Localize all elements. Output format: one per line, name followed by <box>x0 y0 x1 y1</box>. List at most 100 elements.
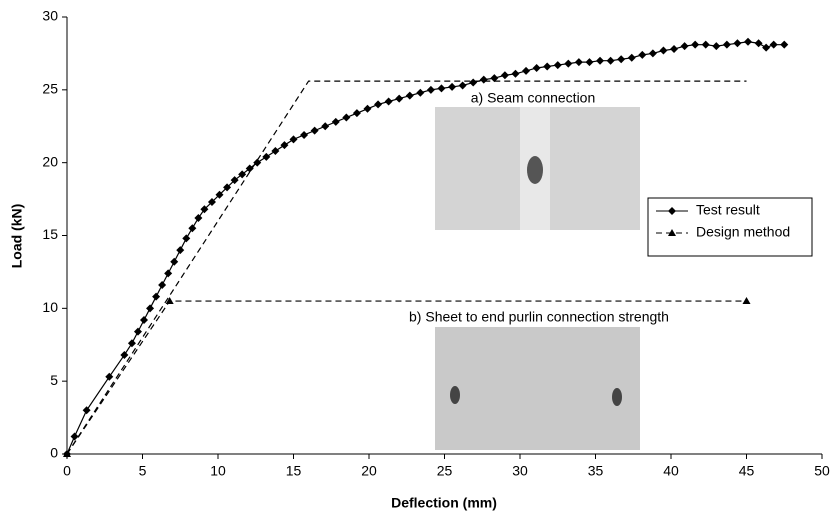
point-marker <box>448 82 457 91</box>
y-tick-label: 15 <box>42 226 58 242</box>
point-marker <box>511 69 520 78</box>
y-tick-label: 25 <box>42 81 58 97</box>
point-marker <box>280 141 289 150</box>
point-marker <box>532 63 541 72</box>
point-marker <box>416 88 425 97</box>
point-marker <box>331 117 340 126</box>
point-marker <box>215 190 224 199</box>
point-marker <box>722 40 731 49</box>
point-marker <box>146 304 155 313</box>
point-marker <box>500 71 509 80</box>
point-marker <box>253 158 262 167</box>
x-tick-label: 50 <box>814 463 830 479</box>
point-marker <box>271 147 280 156</box>
point-marker <box>120 350 129 359</box>
point-marker <box>479 75 488 84</box>
point-marker <box>188 224 197 233</box>
point-marker <box>437 84 446 93</box>
x-tick-label: 0 <box>63 463 71 479</box>
point-marker <box>701 40 710 49</box>
point-marker <box>194 214 203 223</box>
point-marker <box>238 170 247 179</box>
x-tick-label: 25 <box>437 463 453 479</box>
y-tick-label: 5 <box>50 372 58 388</box>
annotation: b) Sheet to end purlin connection streng… <box>409 309 669 325</box>
point-marker <box>133 327 142 336</box>
point-marker <box>648 49 657 58</box>
point-marker <box>469 78 478 87</box>
point-marker <box>744 37 753 46</box>
point-marker <box>553 61 562 70</box>
point-marker <box>606 56 615 65</box>
point-marker <box>207 197 216 206</box>
series-line <box>66 80 747 455</box>
legend-label: Design method <box>696 224 790 240</box>
point-marker <box>289 135 298 144</box>
y-tick-label: 20 <box>42 153 58 169</box>
x-tick-label: 40 <box>663 463 679 479</box>
point-marker <box>670 45 679 54</box>
point-marker <box>780 40 789 49</box>
x-tick-label: 30 <box>512 463 528 479</box>
point-marker <box>245 164 254 173</box>
point-marker <box>742 297 751 305</box>
point-marker <box>543 62 552 71</box>
point-marker <box>321 122 330 131</box>
photo-fastener <box>527 156 543 184</box>
point-marker <box>680 42 689 51</box>
point-marker <box>170 257 179 266</box>
point-marker <box>363 104 372 113</box>
point-marker <box>384 97 393 106</box>
point-marker <box>300 130 309 139</box>
photo-fastener <box>450 386 460 404</box>
point-marker <box>659 46 668 55</box>
point-marker <box>405 91 414 100</box>
x-tick-label: 45 <box>739 463 755 479</box>
point-marker <box>127 339 136 348</box>
point-marker <box>564 59 573 68</box>
y-tick-label: 10 <box>42 299 58 315</box>
point-marker <box>638 50 647 59</box>
point-marker <box>165 297 174 305</box>
x-axis-label: Deflection (mm) <box>391 495 497 511</box>
point-marker <box>342 113 351 122</box>
point-marker <box>352 109 361 118</box>
point-marker <box>176 246 185 255</box>
legend-label: Test result <box>696 202 760 218</box>
x-tick-label: 15 <box>286 463 302 479</box>
x-tick-label: 20 <box>361 463 377 479</box>
point-marker <box>426 85 435 94</box>
x-tick-label: 10 <box>210 463 226 479</box>
point-marker <box>223 183 232 192</box>
y-tick-label: 0 <box>50 445 58 461</box>
point-marker <box>585 58 594 67</box>
point-marker <box>458 81 467 90</box>
point-marker <box>754 39 763 48</box>
x-tick-label: 5 <box>139 463 147 479</box>
point-marker <box>522 66 531 75</box>
annotation: a) Seam connection <box>471 90 596 106</box>
point-marker <box>158 281 167 290</box>
legend-box <box>647 197 813 257</box>
point-marker <box>82 406 91 415</box>
series-line <box>66 41 785 455</box>
point-marker <box>769 40 778 49</box>
point-marker <box>230 176 239 185</box>
photo-purlin <box>435 327 640 450</box>
point-marker <box>733 39 742 48</box>
point-marker <box>395 94 404 103</box>
point-marker <box>617 55 626 64</box>
x-tick-label: 35 <box>588 463 604 479</box>
point-marker <box>310 126 319 135</box>
point-marker <box>200 205 209 214</box>
point-marker <box>105 372 114 381</box>
point-marker <box>712 42 721 51</box>
legend-marker <box>668 229 676 236</box>
y-tick-label: 30 <box>42 8 58 24</box>
point-marker <box>627 53 636 62</box>
point-marker <box>152 292 161 301</box>
point-marker <box>490 74 499 83</box>
point-marker <box>182 234 191 243</box>
legend-marker <box>668 207 676 215</box>
